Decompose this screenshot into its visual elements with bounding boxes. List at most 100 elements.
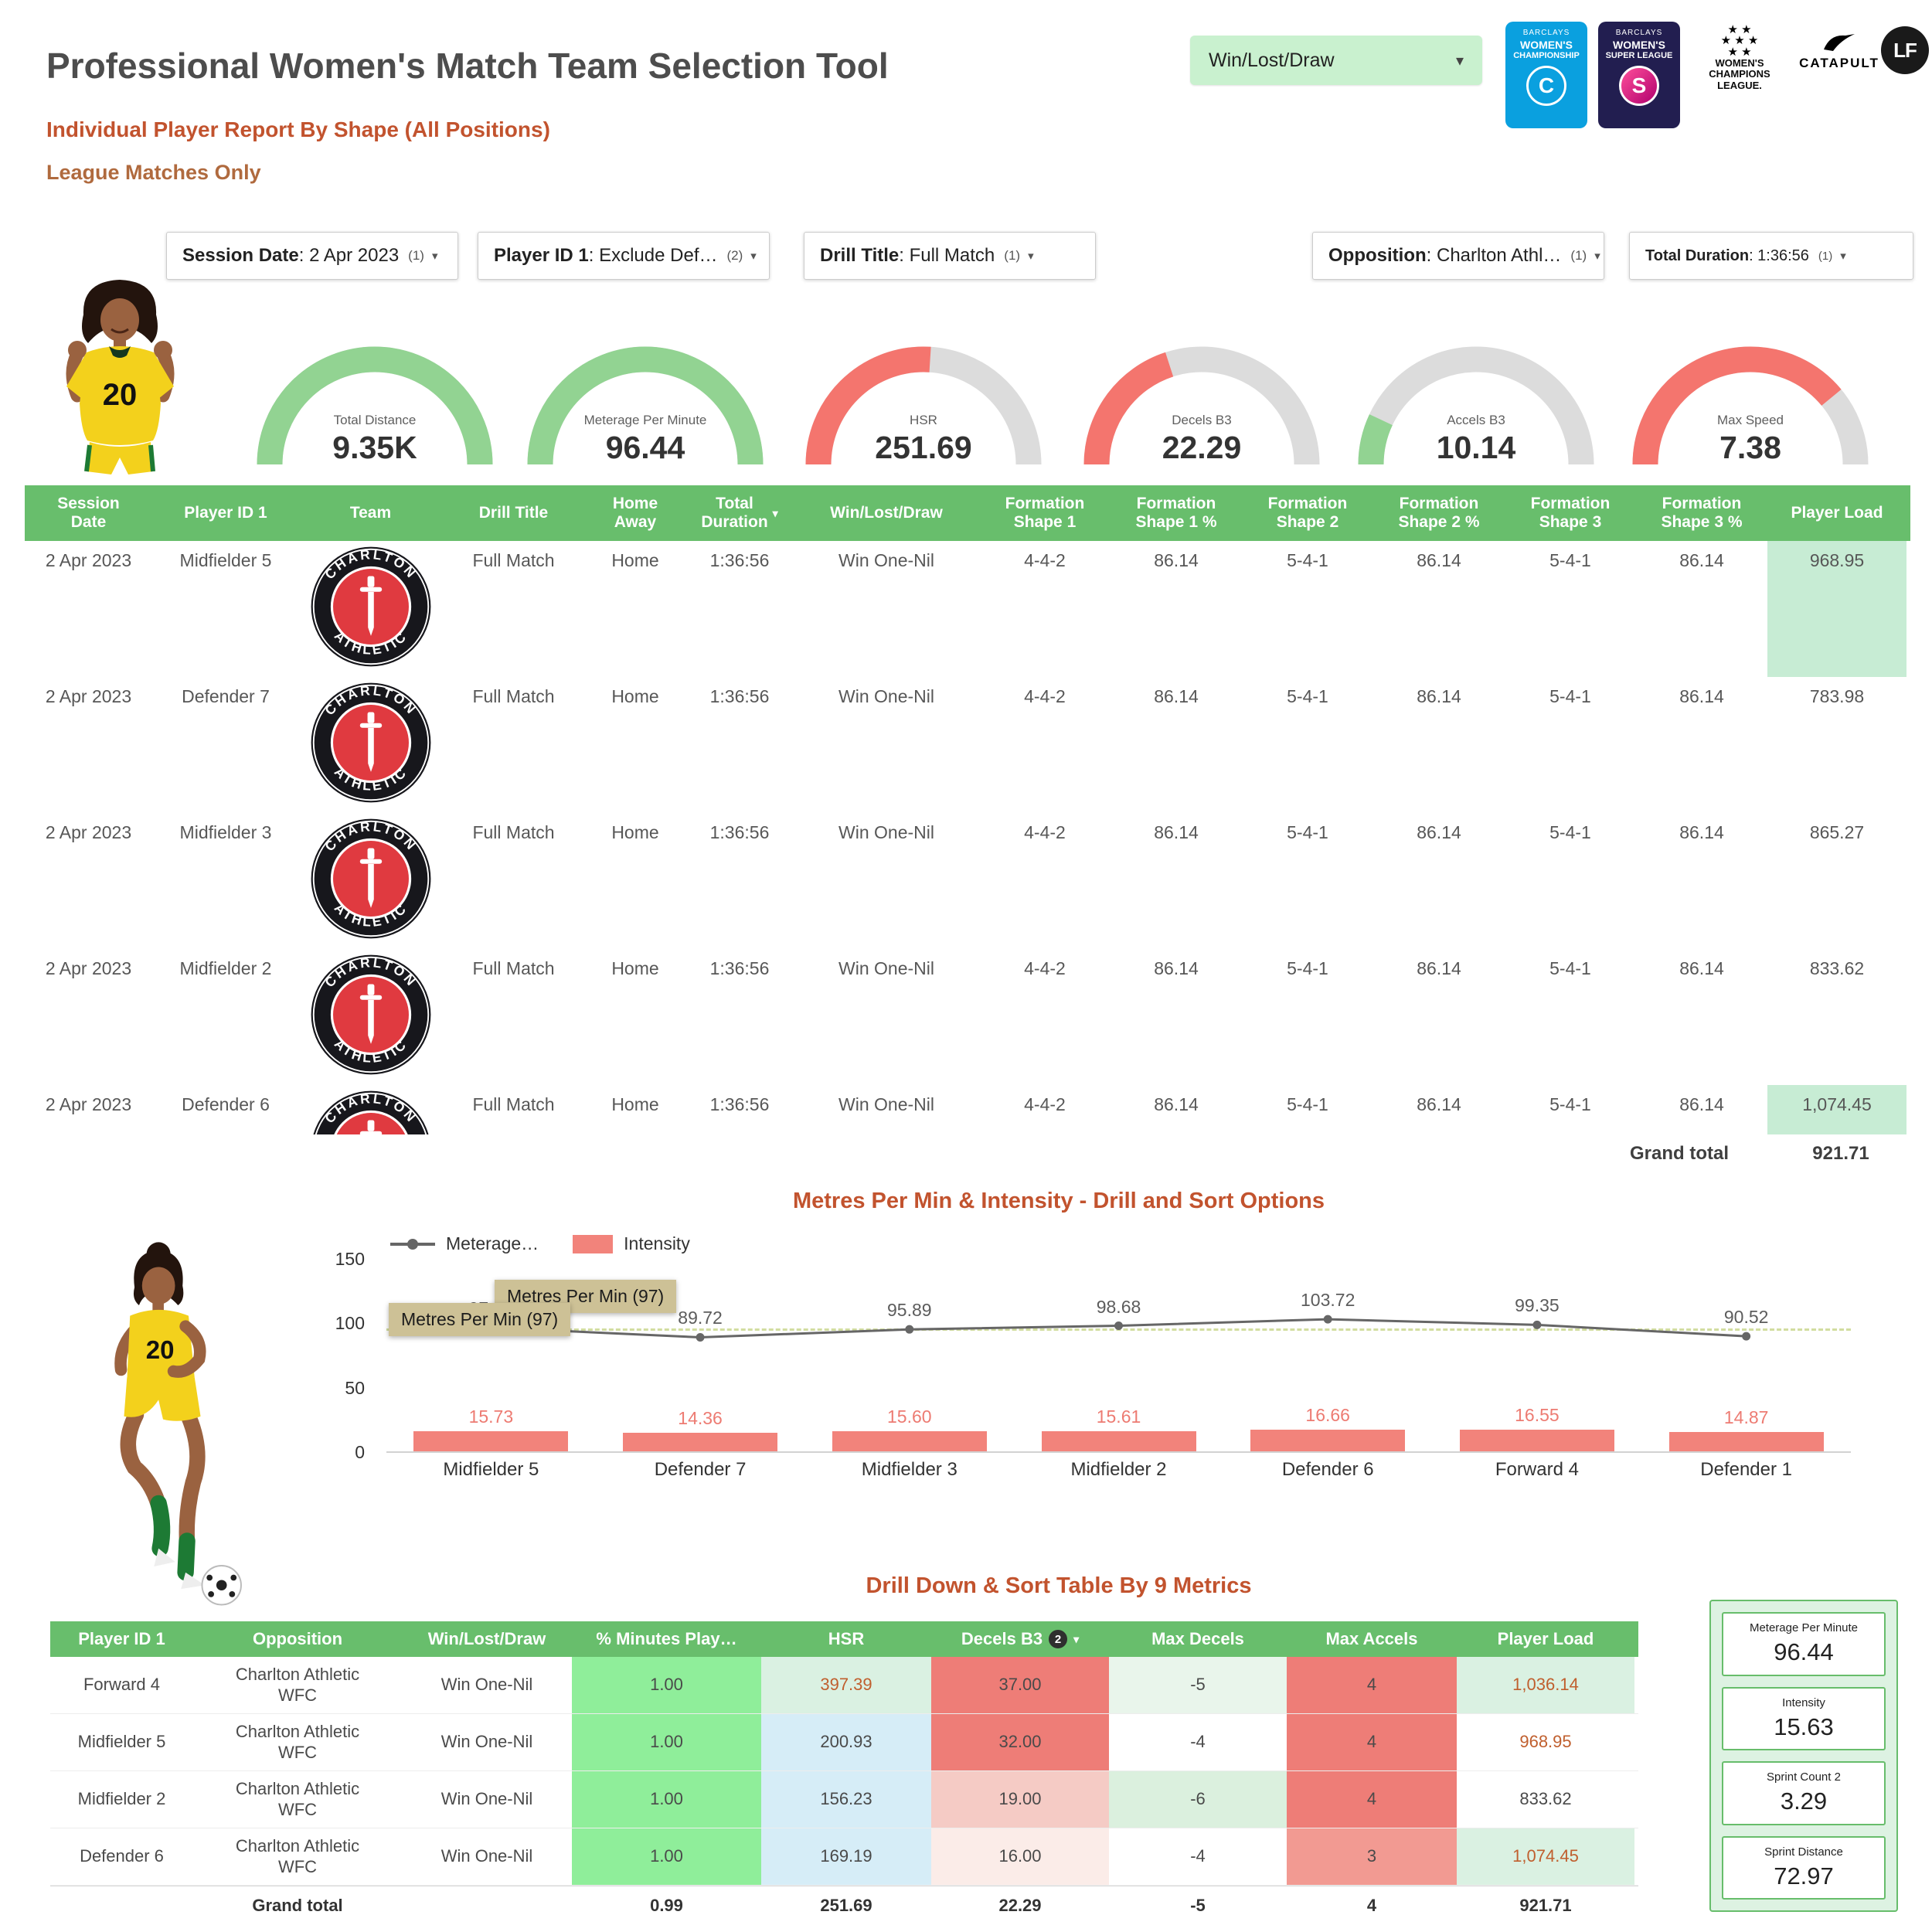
table-row[interactable]: Midfielder 2 Charlton Athletic WFC Win O… <box>50 1771 1638 1828</box>
kpi-label: Intensity <box>1782 1696 1825 1709</box>
intensity-bar[interactable] <box>623 1433 778 1451</box>
y-axis: 0 50 100 150 <box>303 1249 371 1462</box>
grand-total-max-decels: -5 <box>1190 1895 1206 1915</box>
col-max-decels[interactable]: Max Decels <box>1151 1629 1244 1648</box>
cell-player-id: Midfielder 3 <box>179 822 272 842</box>
subtitle-league: League Matches Only <box>46 161 261 184</box>
logo-line: WOMEN'S <box>1613 39 1665 51</box>
table-row[interactable]: 2 Apr 2023 Defender 6 Full Match Home 1:… <box>25 1085 1910 1134</box>
table-row[interactable]: Forward 4 Charlton Athletic WFC Win One-… <box>50 1657 1638 1714</box>
charlton-athletic-crest <box>310 546 432 668</box>
cell-max-accels: 4 <box>1287 1771 1457 1828</box>
col-minutes-played[interactable]: % Minutes Play… <box>596 1629 737 1648</box>
table-row[interactable]: Midfielder 5 Charlton Athletic WFC Win O… <box>50 1714 1638 1771</box>
filter-label: Total Duration <box>1645 247 1750 264</box>
win-lost-draw-dropdown[interactable]: Win/Lost/Draw ▾ <box>1190 36 1482 85</box>
col-home-away[interactable]: Home Away <box>612 494 658 531</box>
filter-opposition[interactable]: Opposition: Charlton Athl… (1) ▾ <box>1312 232 1604 280</box>
cell-team <box>299 1085 442 1134</box>
filter-player-id[interactable]: Player ID 1: Exclude Def… (2) ▾ <box>478 232 770 280</box>
col-formation-shape-1[interactable]: Formation Shape 1 <box>1005 494 1085 531</box>
logo-line: CHAMPIONSHIP <box>1513 51 1580 60</box>
category-label: Midfielder 2 <box>1070 1459 1167 1480</box>
col-opposition[interactable]: Opposition <box>252 1629 343 1648</box>
cell-player-load: 968.95 <box>1767 541 1906 677</box>
gauge-label: Max Speed <box>1717 413 1784 427</box>
kpi-value: 15.63 <box>1774 1713 1834 1740</box>
cell-home-away: Home <box>611 1094 659 1114</box>
legend-intensity[interactable]: Intensity <box>624 1233 690 1253</box>
intensity-bar[interactable] <box>1459 1430 1614 1451</box>
col-player-load[interactable]: Player Load <box>1497 1629 1594 1648</box>
table-row[interactable]: 2 Apr 2023 Midfielder 5 Full Match Home … <box>25 541 1910 677</box>
filter-count: (1) <box>1818 249 1833 263</box>
legend-meterage[interactable]: Meterage… <box>446 1233 539 1253</box>
gauge-label: Total Distance <box>333 413 417 427</box>
filter-label: Drill Title <box>820 245 900 266</box>
category-label: Defender 7 <box>654 1459 747 1480</box>
drill-down-table: Player ID 1 Opposition Win/Lost/Draw % M… <box>50 1621 1638 1924</box>
cell-team <box>299 949 442 1085</box>
cell-formation-2-pct: 86.14 <box>1417 1094 1461 1114</box>
main-table-grand-total: Grand total 921.71 <box>25 1134 1910 1173</box>
tooltip: Metres Per Min (97) <box>495 1280 677 1313</box>
grand-total-decels: 22.29 <box>998 1895 1042 1915</box>
cell-session-date: 2 Apr 2023 <box>45 822 132 842</box>
intensity-bar[interactable] <box>1250 1430 1406 1451</box>
table-row[interactable]: Defender 6 Charlton Athletic WFC Win One… <box>50 1828 1638 1886</box>
col-player-id[interactable]: Player ID 1 <box>78 1629 165 1648</box>
col-player-load[interactable]: Player Load <box>1791 503 1883 522</box>
uefa-womens-champions-league-logo: ★ ★ ★ ★ ★ ★ ★ WOMEN'S CHAMPIONS LEAGUE. <box>1694 22 1785 131</box>
intensity-bar[interactable] <box>832 1431 987 1451</box>
cell-max-accels: 4 <box>1287 1657 1457 1713</box>
table-row[interactable]: 2 Apr 2023 Defender 7 Full Match Home 1:… <box>25 677 1910 813</box>
chevron-down-icon: ▾ <box>1455 52 1464 70</box>
intensity-bar[interactable] <box>1668 1432 1824 1451</box>
cell-minutes: 1.00 <box>572 1714 761 1770</box>
col-total-duration[interactable]: Total Duration ▾ <box>685 485 794 541</box>
kpi-label: Sprint Distance <box>1764 1845 1843 1859</box>
kpi-meterage-per-minute: Meterage Per Minute 96.44 <box>1722 1612 1886 1676</box>
cell-decels: 37.00 <box>931 1657 1109 1713</box>
col-win-lost-draw[interactable]: Win/Lost/Draw <box>427 1629 546 1648</box>
col-formation-shape-2-pct[interactable]: Formation Shape 2 % <box>1398 494 1480 531</box>
col-team[interactable]: Team <box>349 503 392 522</box>
table-row[interactable]: 2 Apr 2023 Midfielder 2 Full Match Home … <box>25 949 1910 1085</box>
col-max-accels[interactable]: Max Accels <box>1325 1629 1418 1648</box>
col-formation-shape-2[interactable]: Formation Shape 2 <box>1267 494 1348 531</box>
kpi-value: 3.29 <box>1780 1787 1828 1815</box>
cell-hsr: 200.93 <box>761 1714 931 1770</box>
player-photo-running: 20 <box>114 1242 242 1606</box>
cell-formation-3: 5-4-1 <box>1549 550 1591 570</box>
col-hsr[interactable]: HSR <box>828 1629 865 1648</box>
gauge-total-distance: Total Distance 9.35K <box>255 346 495 476</box>
col-win-lost-draw[interactable]: Win/Lost/Draw <box>830 503 943 522</box>
cell-opposition: Charlton Athletic WFC <box>235 1836 360 1876</box>
col-formation-shape-1-pct[interactable]: Formation Shape 1 % <box>1135 494 1217 531</box>
intensity-bar[interactable] <box>413 1430 569 1451</box>
col-formation-shape-3-pct[interactable]: Formation Shape 3 % <box>1661 494 1743 531</box>
cell-player-load: 1,036.14 <box>1457 1657 1634 1713</box>
col-drill-title[interactable]: Drill Title <box>478 503 549 522</box>
cell-player-load: 968.95 <box>1519 1732 1572 1752</box>
grand-total-label: Grand total <box>1629 1143 1729 1164</box>
chevron-down-icon: ▾ <box>431 250 438 263</box>
col-decels-b3[interactable]: Decels B3 2 ▾ <box>931 1621 1109 1657</box>
cell-formation-3: 5-4-1 <box>1549 686 1591 706</box>
table-row[interactable]: 2 Apr 2023 Midfielder 3 Full Match Home … <box>25 813 1910 949</box>
col-player-id[interactable]: Player ID 1 <box>184 503 267 522</box>
intensity-bar[interactable] <box>1041 1430 1196 1451</box>
filter-drill-title[interactable]: Drill Title: Full Match (1) ▾ <box>804 232 1096 280</box>
filter-session-date[interactable]: Session Date : 2 Apr 2023 (1) ▾ <box>166 232 458 280</box>
gauge-meterage-per-minute: Meterage Per Minute 96.44 <box>526 346 765 476</box>
cell-formation-2: 5-4-1 <box>1287 822 1328 842</box>
info-badge[interactable]: 2 <box>1049 1630 1068 1648</box>
intensity-value-label: 16.55 <box>1515 1405 1560 1426</box>
filter-total-duration[interactable]: Total Duration: 1:36:56 (1) ▾ <box>1629 232 1913 280</box>
cell-max-decels: -5 <box>1109 1657 1287 1713</box>
col-formation-shape-3[interactable]: Formation Shape 3 <box>1530 494 1611 531</box>
catapult-logo: CATAPULT <box>1791 32 1887 97</box>
col-session-date[interactable]: Session Date <box>57 494 120 531</box>
cell-minutes: 1.00 <box>572 1828 761 1885</box>
